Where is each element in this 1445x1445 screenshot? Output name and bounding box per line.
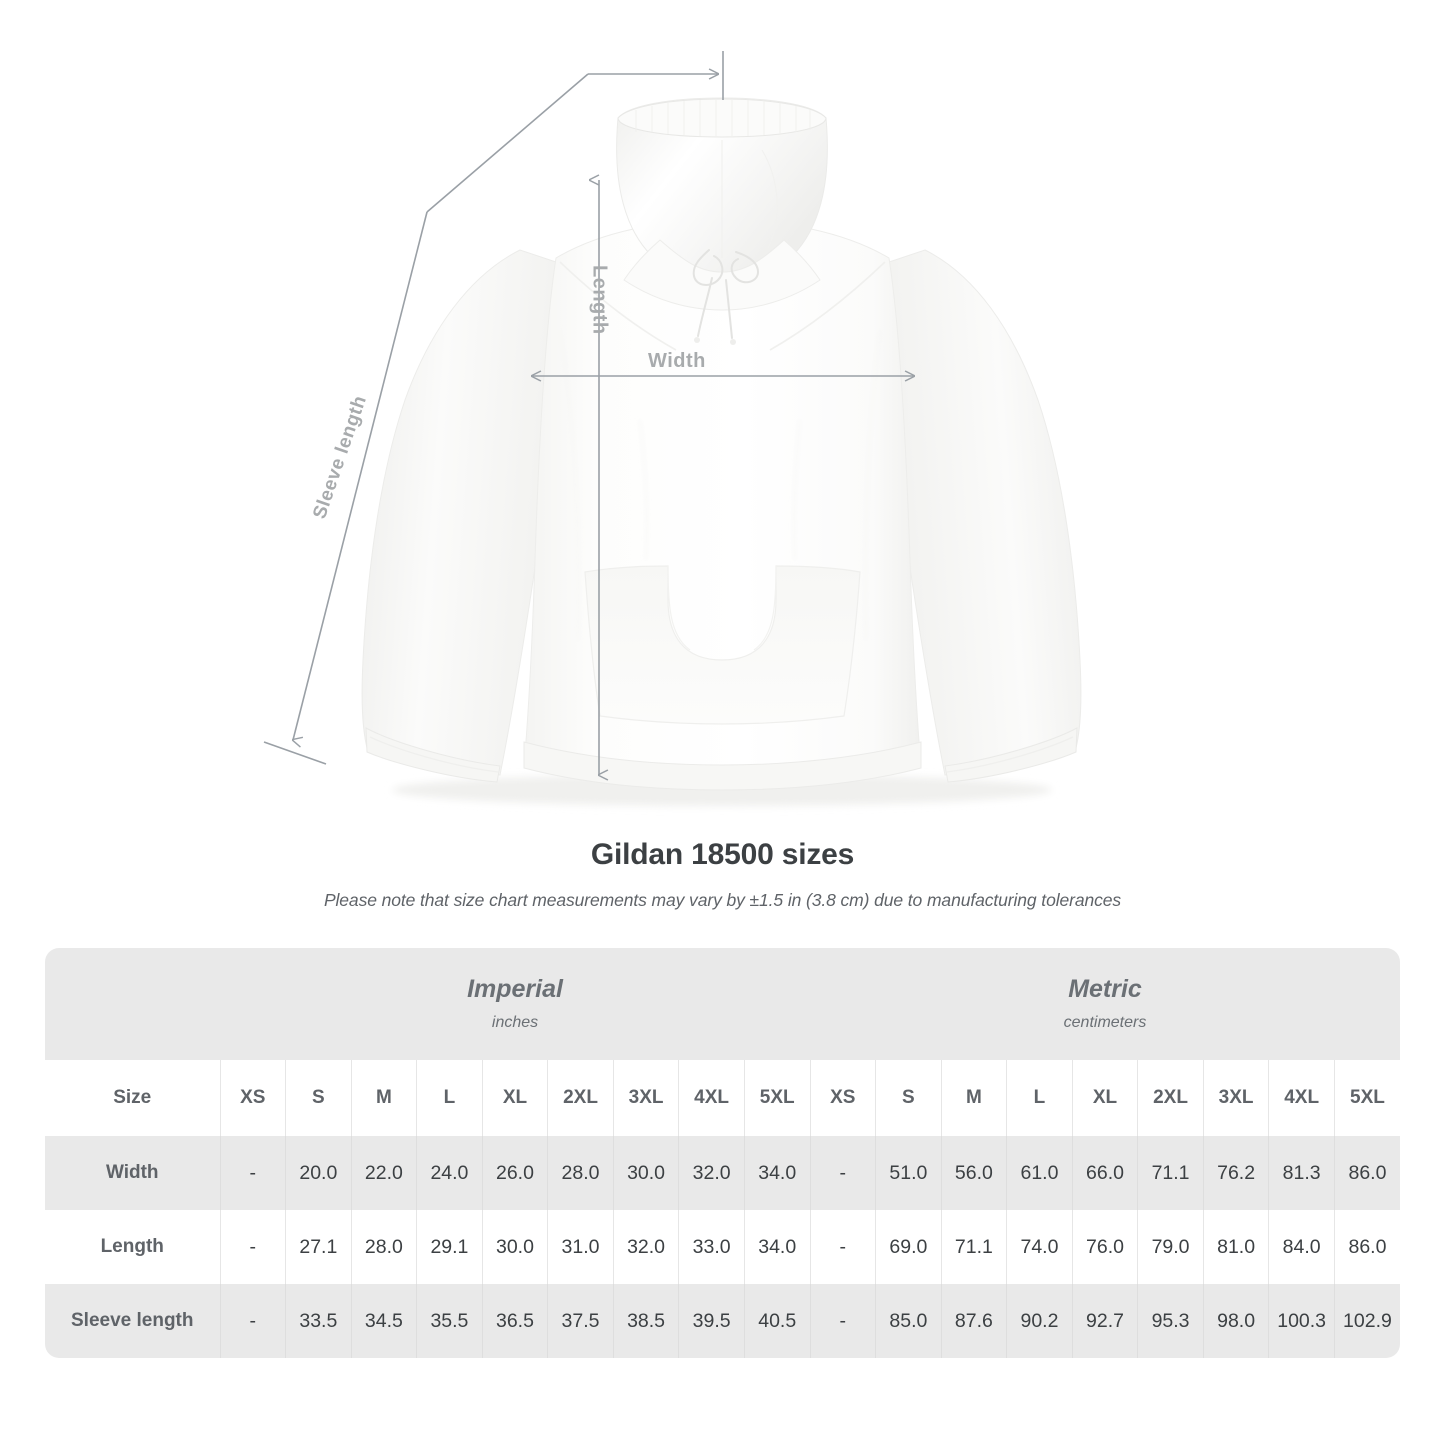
banner-imperial: Imperial inches xyxy=(220,948,811,1060)
sleeve-length-dimension-arrow xyxy=(263,51,724,765)
size-header-imperial-s: S xyxy=(285,1060,352,1136)
cell-sleeve-metric-s: 85.0 xyxy=(875,1284,942,1358)
cell-width-metric-4xl: 81.3 xyxy=(1268,1136,1335,1210)
cell-length-metric-s: 69.0 xyxy=(875,1210,942,1284)
cell-width-metric-2xl: 71.1 xyxy=(1137,1136,1204,1210)
cell-width-metric-xs: - xyxy=(809,1136,876,1210)
cell-sleeve-metric-m: 87.6 xyxy=(940,1284,1007,1358)
tolerance-note: Please note that size chart measurements… xyxy=(323,890,1122,910)
cell-sleeve-metric-3xl: 98.0 xyxy=(1202,1284,1269,1358)
cell-width-metric-3xl: 76.2 xyxy=(1202,1136,1269,1210)
cell-sleeve-imperial-3xl: 38.5 xyxy=(612,1284,679,1358)
cell-length-imperial-xs: - xyxy=(219,1210,286,1284)
cell-sleeve-imperial-4xl: 39.5 xyxy=(678,1284,745,1358)
cell-width-metric-l: 61.0 xyxy=(1006,1136,1073,1210)
cell-width-imperial-xl: 26.0 xyxy=(481,1136,548,1210)
size-header-imperial-4xl: 4XL xyxy=(678,1060,745,1136)
cell-width-imperial-3xl: 30.0 xyxy=(612,1136,679,1210)
cell-sleeve-imperial-m: 34.5 xyxy=(350,1284,417,1358)
banner-spacer-cell xyxy=(45,948,220,1060)
size-header-metric-m: M xyxy=(940,1060,1007,1136)
cell-sleeve-metric-4xl: 100.3 xyxy=(1268,1284,1335,1358)
cell-length-metric-xs: - xyxy=(809,1210,876,1284)
unit-sub-metric: centimeters xyxy=(1063,1013,1147,1031)
banner-metric: Metric centimeters xyxy=(810,948,1400,1060)
cell-width-metric-m: 56.0 xyxy=(940,1136,1007,1210)
unit-banner-row: Imperial inches Metric centimeters xyxy=(45,948,1400,1060)
cell-width-imperial-l: 24.0 xyxy=(416,1136,483,1210)
garment-diagram: Length Width Sleeve length xyxy=(263,51,1445,835)
size-chart-table: Imperial inches Metric centimeters Size … xyxy=(45,948,1400,1358)
size-header-imperial-xs: XS xyxy=(219,1060,286,1136)
cell-sleeve-metric-2xl: 95.3 xyxy=(1137,1284,1204,1358)
cell-width-metric-5xl: 86.0 xyxy=(1333,1136,1400,1210)
cell-length-imperial-xl: 30.0 xyxy=(481,1210,548,1284)
cell-length-imperial-s: 27.1 xyxy=(285,1210,352,1284)
hoodie-illustration xyxy=(361,97,1082,806)
cell-width-imperial-5xl: 34.0 xyxy=(743,1136,811,1210)
cell-sleeve-metric-l: 90.2 xyxy=(1006,1284,1073,1358)
size-chart-table-wrap: Imperial inches Metric centimeters Size … xyxy=(45,948,1400,1358)
size-header-metric-xl: XL xyxy=(1071,1060,1138,1136)
size-header-imperial-5xl: 5XL xyxy=(743,1060,811,1136)
cell-length-metric-4xl: 84.0 xyxy=(1268,1210,1335,1284)
unit-system-imperial: Imperial xyxy=(467,975,563,1004)
cell-sleeve-imperial-xl: 36.5 xyxy=(481,1284,548,1358)
cell-width-imperial-xs: - xyxy=(219,1136,286,1210)
cell-length-imperial-5xl: 34.0 xyxy=(743,1210,811,1284)
cell-sleeve-imperial-2xl: 37.5 xyxy=(547,1284,614,1358)
size-header-imperial-2xl: 2XL xyxy=(547,1060,614,1136)
cell-width-metric-s: 51.0 xyxy=(875,1136,942,1210)
cell-length-metric-5xl: 86.0 xyxy=(1333,1210,1400,1284)
cell-length-imperial-3xl: 32.0 xyxy=(612,1210,679,1284)
size-header-imperial-3xl: 3XL xyxy=(612,1060,679,1136)
cell-width-imperial-2xl: 28.0 xyxy=(547,1136,614,1210)
cell-width-imperial-m: 22.0 xyxy=(350,1136,417,1210)
table-row-width: Width - 20.0 22.0 24.0 26.0 28.0 30.0 32… xyxy=(45,1136,1400,1210)
cell-sleeve-imperial-xs: - xyxy=(219,1284,286,1358)
cell-sleeve-metric-xl: 92.7 xyxy=(1071,1284,1138,1358)
table-row-sleeve-length: Sleeve length - 33.5 34.5 35.5 36.5 37.5… xyxy=(45,1284,1400,1358)
size-header-metric-s: S xyxy=(875,1060,942,1136)
page-title: Gildan 18500 sizes xyxy=(590,838,855,871)
title-block: Gildan 18500 sizes Please note that size… xyxy=(0,838,1445,911)
cell-sleeve-imperial-s: 33.5 xyxy=(285,1284,352,1358)
cell-width-metric-xl: 66.0 xyxy=(1071,1136,1138,1210)
size-header-metric-5xl: 5XL xyxy=(1333,1060,1400,1136)
size-header-metric-2xl: 2XL xyxy=(1137,1060,1204,1136)
size-header-metric-l: L xyxy=(1006,1060,1073,1136)
size-header-imperial-xl: XL xyxy=(481,1060,548,1136)
cell-width-imperial-s: 20.0 xyxy=(285,1136,352,1210)
row-label-width: Width xyxy=(45,1136,220,1210)
size-header-imperial-m: M xyxy=(350,1060,417,1136)
cell-length-metric-m: 71.1 xyxy=(940,1210,1007,1284)
cell-length-imperial-l: 29.1 xyxy=(416,1210,483,1284)
length-label: Length xyxy=(588,265,611,335)
size-header-metric-xs: XS xyxy=(809,1060,876,1136)
cell-sleeve-metric-5xl: 102.9 xyxy=(1333,1284,1400,1358)
cell-length-metric-2xl: 79.0 xyxy=(1137,1210,1204,1284)
size-header-label: Size xyxy=(45,1060,220,1136)
cell-length-imperial-4xl: 33.0 xyxy=(678,1210,745,1284)
cell-sleeve-metric-xs: - xyxy=(809,1284,876,1358)
row-label-sleeve-length: Sleeve length xyxy=(45,1284,220,1358)
cell-length-metric-l: 74.0 xyxy=(1006,1210,1073,1284)
cell-length-imperial-m: 28.0 xyxy=(350,1210,417,1284)
size-header-metric-3xl: 3XL xyxy=(1202,1060,1269,1136)
width-label: Width xyxy=(648,350,706,372)
size-header-imperial-l: L xyxy=(416,1060,483,1136)
unit-system-metric: Metric xyxy=(1068,975,1142,1004)
cell-length-imperial-2xl: 31.0 xyxy=(547,1210,614,1284)
row-label-length: Length xyxy=(45,1210,220,1284)
cell-width-imperial-4xl: 32.0 xyxy=(678,1136,745,1210)
cell-length-metric-3xl: 81.0 xyxy=(1202,1210,1269,1284)
table-row-length: Length - 27.1 28.0 29.1 30.0 31.0 32.0 3… xyxy=(45,1210,1400,1284)
cell-sleeve-imperial-5xl: 40.5 xyxy=(743,1284,811,1358)
unit-sub-imperial: inches xyxy=(491,1013,539,1031)
measurement-annotations xyxy=(263,51,1445,835)
size-header-metric-4xl: 4XL xyxy=(1268,1060,1335,1136)
cell-length-metric-xl: 76.0 xyxy=(1071,1210,1138,1284)
size-header-row: Size XS S M L XL 2XL 3XL 4XL 5XL XS S M … xyxy=(45,1060,1400,1136)
cell-sleeve-imperial-l: 35.5 xyxy=(416,1284,483,1358)
